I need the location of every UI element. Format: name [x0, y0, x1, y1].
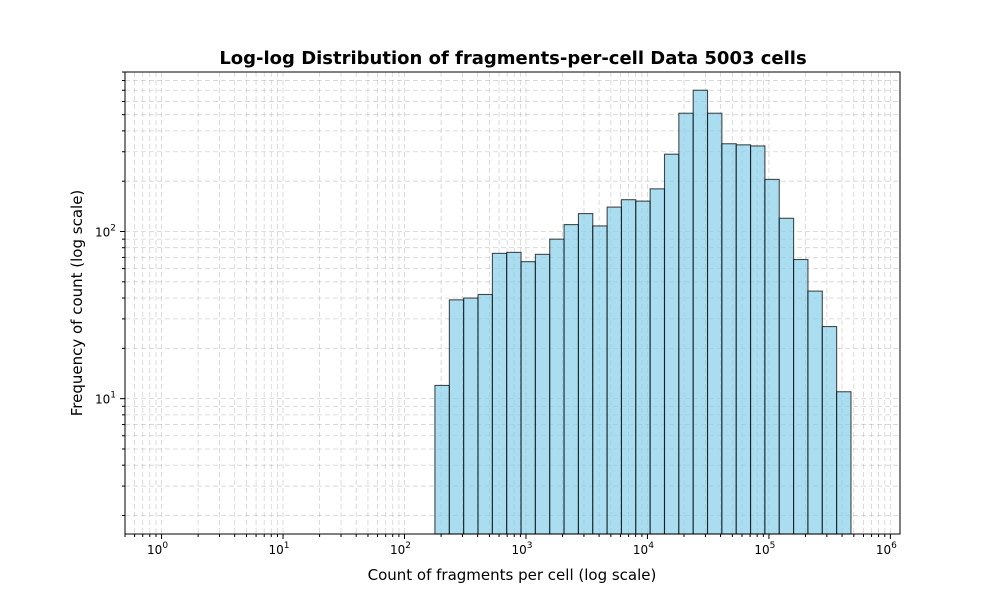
- x-axis: 100 101 102 103 104 105 106: [124, 534, 897, 557]
- histogram-bar: [606, 206, 623, 535]
- plot-frame: [124, 71, 901, 535]
- histogram-bar: [649, 188, 666, 535]
- x-tick-label: 100: [147, 541, 168, 557]
- histogram-bar: [506, 251, 522, 535]
- histogram-bar: [577, 213, 594, 535]
- histogram-bar: [635, 200, 651, 535]
- histogram-bar: [721, 143, 737, 535]
- histogram-bar: [836, 391, 852, 535]
- histogram-bar: [463, 297, 479, 535]
- histogram-bar: [821, 326, 838, 535]
- x-tick-label: 106: [876, 541, 897, 557]
- histogram-bar: [448, 299, 465, 535]
- histogram-bar: [706, 112, 723, 535]
- histogram-bar: [678, 112, 694, 535]
- histogram-bar: [520, 261, 536, 535]
- x-axis-label: Count of fragments per cell (log scale): [368, 566, 657, 584]
- chart-title: Log-log Distribution of fragments-per-ce…: [219, 48, 806, 69]
- histogram-bar: [434, 384, 450, 535]
- histogram-bar: [620, 199, 637, 535]
- y-axis: 101 102: [95, 71, 125, 516]
- histogram-bar: [663, 153, 680, 535]
- histogram-bar: [477, 293, 493, 535]
- x-tick-label: 105: [754, 541, 775, 557]
- x-tick-label: 101: [269, 541, 290, 557]
- x-tick-label: 102: [390, 541, 411, 557]
- x-tick-label: 104: [633, 541, 654, 557]
- grid: [124, 71, 900, 534]
- histogram-bar: [592, 225, 608, 535]
- histogram-bar: [563, 224, 579, 535]
- bars: [434, 89, 852, 535]
- histogram-bar: [750, 145, 766, 535]
- histogram-bar: [692, 89, 709, 535]
- y-tick-label: 102: [95, 224, 116, 240]
- histogram-bar: [764, 178, 780, 535]
- y-axis-label: Frequency of count (log scale): [68, 190, 86, 417]
- histogram-bar: [534, 253, 551, 535]
- histogram-bar: [807, 290, 823, 535]
- x-tick-label: 103: [511, 541, 532, 557]
- histogram-bar: [549, 238, 565, 535]
- histogram-bar: [735, 144, 752, 535]
- histogram-bar: [793, 258, 809, 535]
- y-tick-label: 101: [95, 391, 116, 407]
- histogram-bar: [778, 217, 795, 535]
- histogram-bar: [491, 252, 508, 535]
